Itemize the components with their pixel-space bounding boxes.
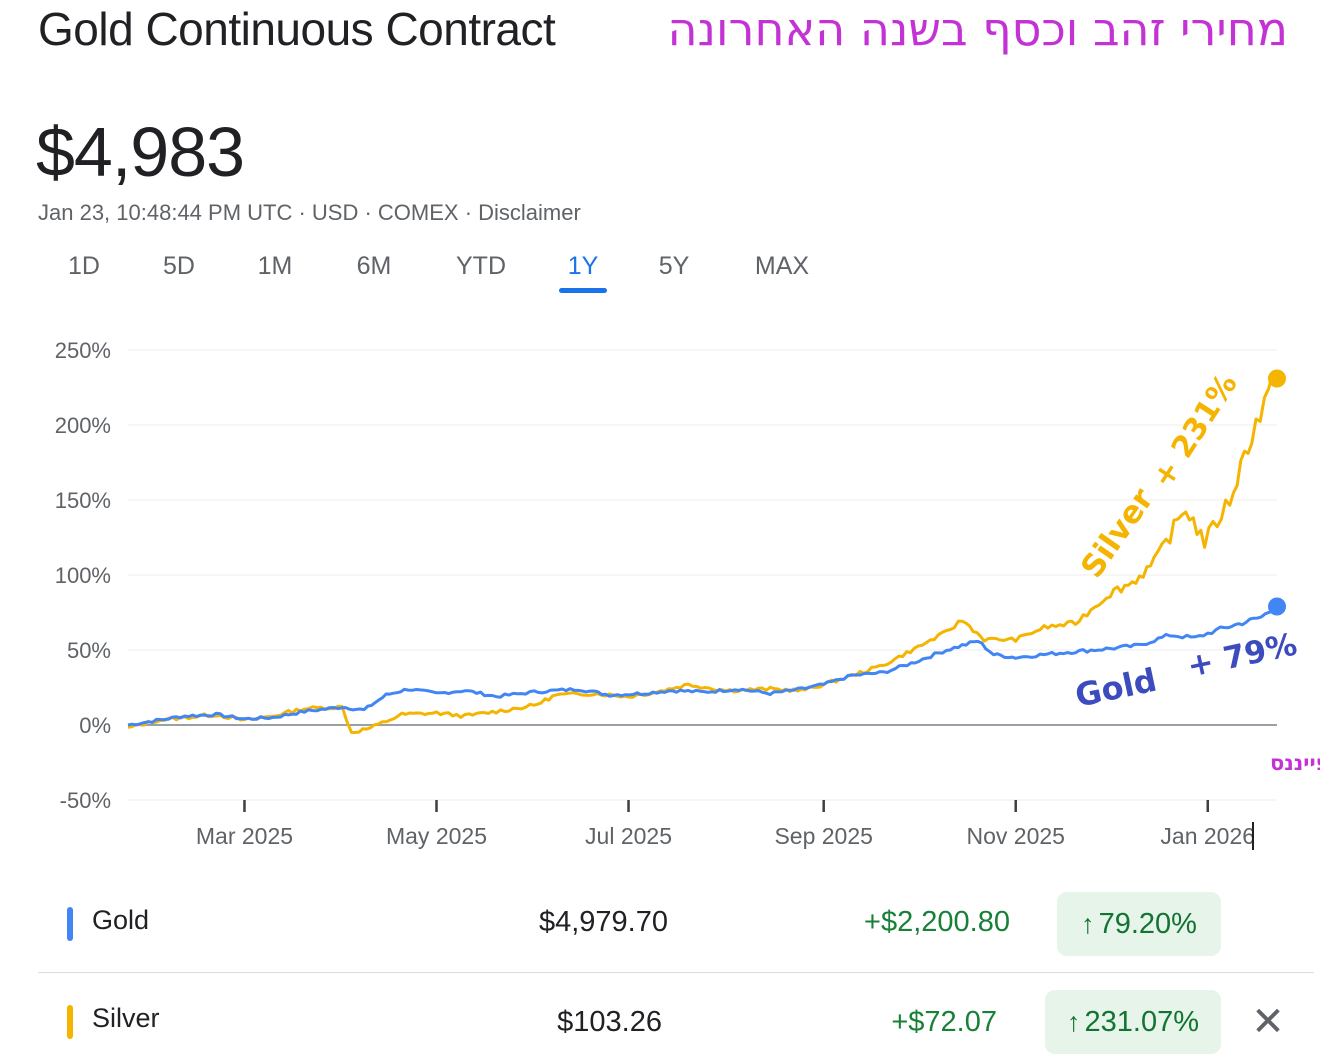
legend-price: $103.26 bbox=[557, 1006, 662, 1038]
legend-pct-badge: ↑ 79.20% bbox=[1057, 892, 1221, 956]
silver-label: Silver bbox=[1074, 481, 1161, 584]
tab-ytd[interactable]: YTD bbox=[456, 252, 506, 280]
legend-pct-badge: ↑ 231.07% bbox=[1045, 990, 1221, 1054]
tab-1d[interactable]: 1D bbox=[68, 252, 100, 280]
legend-change: +$2,200.80 bbox=[864, 906, 1010, 938]
chart-grid bbox=[128, 349, 1277, 801]
tab-1m[interactable]: 1M bbox=[257, 252, 293, 280]
tab-max[interactable]: MAX bbox=[754, 252, 810, 280]
source-note: מקור: גוגל פייננס bbox=[1270, 751, 1320, 775]
y-tick-label: 200% bbox=[55, 413, 111, 438]
y-tick-label: 0% bbox=[79, 713, 111, 738]
current-price: $4,983 bbox=[36, 113, 245, 191]
arrow-up-icon: ↑ bbox=[1067, 1006, 1081, 1037]
y-tick-label: 150% bbox=[55, 488, 111, 513]
x-tick-label: Jan 2026 bbox=[1160, 823, 1255, 849]
x-tick-label: Jul 2025 bbox=[585, 823, 672, 849]
silver-end-point bbox=[1268, 369, 1286, 388]
y-tick-label: 100% bbox=[55, 563, 111, 588]
active-tab-indicator bbox=[559, 288, 607, 293]
legend-name: Silver bbox=[92, 1003, 160, 1033]
comparison-chart[interactable]: 250% 200% 150% 100% 50% 0% -50% Mar 2025 May 20… bbox=[0, 320, 1320, 860]
gold-color-bar bbox=[67, 907, 73, 941]
gold-end-point bbox=[1268, 597, 1286, 616]
x-tick-label: Nov 2025 bbox=[966, 823, 1064, 849]
y-tick-label: 250% bbox=[55, 338, 111, 363]
page-title: Gold Continuous Contract bbox=[38, 3, 556, 55]
legend-pct: 231.07% bbox=[1084, 1005, 1200, 1038]
x-tick-label: Mar 2025 bbox=[196, 823, 293, 849]
gold-series-line bbox=[127, 605, 1279, 727]
legend-row-silver[interactable]: Silver $103.26 +$72.07 ↑ 231.07% bbox=[0, 986, 1320, 1056]
x-tick-label: Sep 2025 bbox=[774, 823, 872, 849]
legend-divider bbox=[38, 972, 1314, 973]
legend-pct: 79.20% bbox=[1098, 907, 1197, 940]
arrow-up-icon: ↑ bbox=[1081, 908, 1095, 939]
x-axis-ticks: Mar 2025 May 2025 Jul 2025 Sep 2025 Nov 2025… bbox=[196, 800, 1255, 850]
hebrew-title: מחירי זהב וכסף בשנה האחרונה bbox=[667, 2, 1288, 56]
y-axis-ticks: 250% 200% 150% 100% 50% 0% -50% bbox=[55, 338, 111, 813]
legend-name: Gold bbox=[92, 905, 150, 935]
chart-series bbox=[127, 369, 1286, 734]
silver-color-bar bbox=[67, 1005, 73, 1039]
price-meta: Jan 23, 10:48:44 PM UTC · USD · COMEX · … bbox=[38, 200, 581, 225]
range-tabs: 1D 5D 1M 6M YTD 1Y 5Y MAX bbox=[0, 252, 900, 302]
tab-5y[interactable]: 5Y bbox=[658, 252, 690, 280]
tab-1y[interactable]: 1Y bbox=[567, 252, 599, 280]
close-icon[interactable]: ✕ bbox=[1251, 1000, 1285, 1044]
tab-6m[interactable]: 6M bbox=[356, 252, 392, 280]
chart-annotations: Silver+ 231%Gold+ 79%מקור: גוגל פייננס bbox=[1072, 368, 1320, 775]
tab-5d[interactable]: 5D bbox=[163, 252, 195, 280]
legend-row-gold[interactable]: Gold $4,979.70 +$2,200.80 ↑ 79.20% bbox=[0, 888, 1320, 958]
x-tick-label: May 2025 bbox=[386, 823, 487, 849]
legend-price: $4,979.70 bbox=[538, 906, 668, 938]
y-tick-label: 50% bbox=[67, 638, 111, 663]
silver-annotation: + 231% bbox=[1145, 368, 1244, 495]
legend-change: +$72.07 bbox=[891, 1006, 997, 1038]
gold-label: Gold bbox=[1072, 661, 1160, 715]
y-tick-label: -50% bbox=[60, 788, 111, 813]
